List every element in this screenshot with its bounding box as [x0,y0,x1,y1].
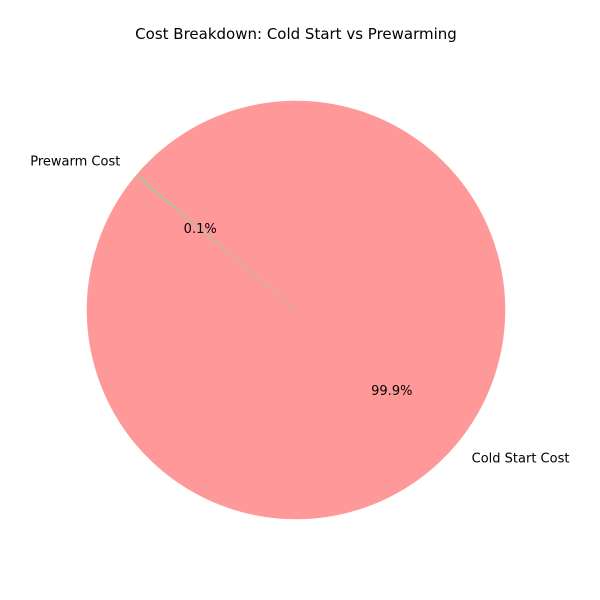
pie-slice-prewarm-cost [135,174,297,311]
slice-label: Prewarm Cost [30,155,120,170]
slice-percent-label: 99.9% [371,384,412,399]
pie-labels: Cold Start Cost 99.9% Prewarm Cost 0.1% [30,155,569,467]
pie-slice-cold-start-cost [86,100,506,520]
pie-slices [86,100,506,520]
slice-percent-label: 0.1% [184,222,217,237]
slice-label: Cold Start Cost [472,451,570,466]
chart-title: Cost Breakdown: Cold Start vs Prewarming [135,25,457,43]
